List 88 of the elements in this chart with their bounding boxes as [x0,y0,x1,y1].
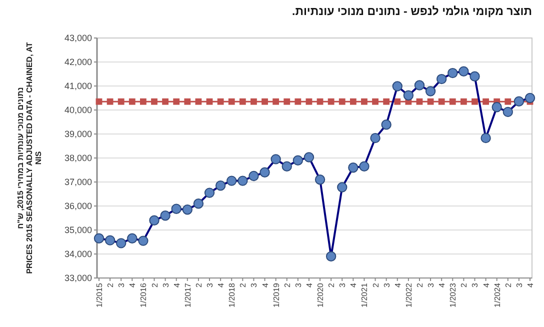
x-tick-label: 3 [161,282,170,288]
x-tick-label: 3 [250,282,259,288]
point [128,98,136,105]
point [151,98,158,105]
point [472,98,478,105]
point [173,98,180,105]
point [427,98,434,105]
point [228,98,235,105]
point [118,98,124,105]
x-tick-label: 1/2018 [228,282,237,308]
x-tick-label: 4 [526,282,535,288]
x-tick-label: 1/2016 [139,282,148,308]
x-tick-label: 4 [260,282,270,288]
point [504,98,512,105]
x-tick-label: 2 [282,282,292,288]
y-tick-label: 39,000 [64,129,92,139]
point [195,98,202,105]
point [162,98,169,105]
point [460,98,467,105]
point [394,98,401,105]
x-tick-label: 3 [294,282,303,288]
x-tick-label: 3 [426,282,436,288]
point [449,98,456,105]
point [383,98,390,105]
x-tick-label: 2 [150,282,160,288]
x-tick-label: 1/2024 [492,282,502,308]
x-tick-label: 4 [482,282,491,288]
point [106,98,114,105]
x-tick-label: 3 [117,282,126,288]
chart-title: תוצר מקומי גולמי לנפש - נתונים מנוכי עונתיות. [292,5,532,18]
point [438,98,445,105]
x-tick-label: 4 [128,282,138,288]
y-tick-label: 41,000 [64,81,92,91]
x-tick-label: 3 [514,282,524,288]
point [217,98,224,105]
x-tick-label: 2 [504,282,513,288]
x-tick-label: 2 [194,282,204,288]
point [306,98,312,105]
point [284,98,290,105]
point [184,98,191,105]
x-tick-label: 1/2022 [404,282,414,308]
x-tick-label: 3 [470,282,480,288]
x-tick-label: 4 [216,282,226,288]
x-tick-label: 3 [338,282,348,288]
y-tick-label: 35,000 [64,225,92,235]
x-tick-label: 4 [438,282,447,288]
x-tick-label: 4 [172,282,182,288]
x-tick-label: 2 [327,282,336,288]
x-tick-label: 2 [415,282,424,288]
point [416,98,423,105]
point [316,98,324,105]
point [262,98,268,105]
point [294,98,302,105]
y-tick-label: 43,000 [64,33,92,43]
point [250,98,257,105]
x-tick-label: 4 [304,282,314,288]
point [361,98,368,105]
y-tick-label: 42,000 [64,57,92,67]
x-tick-label: 4 [393,282,402,288]
x-tick-label: 2 [371,282,380,288]
x-tick-label: 1/2017 [183,282,192,308]
point [140,98,146,105]
point [372,98,378,105]
y-tick-label: 33,000 [64,273,92,283]
point [96,98,102,105]
y-tick-label: 38,000 [64,153,92,163]
y-tick-label: 36,000 [64,201,92,211]
x-tick-label: 3 [382,282,392,288]
point [206,98,213,105]
point [272,98,280,105]
point [338,98,346,105]
x-tick-label: 2 [106,282,116,288]
x-tick-label: 4 [349,282,358,288]
y-tick-label: 37,000 [64,177,92,187]
x-tick-label: 2 [238,282,248,288]
y-tick-label: 40,000 [64,105,92,115]
x-tick-label: 1/2019 [272,282,281,308]
point [328,98,334,105]
x-tick-label: 1/2015 [95,282,104,308]
x-tick-label: 1/2023 [448,282,458,308]
x-tick-label: 1/2020 [316,282,326,308]
x-tick-label: 2 [460,282,469,288]
point [350,98,356,105]
point [239,98,246,105]
x-tick-label: 1/2021 [360,282,370,308]
y-tick-label: 34,000 [64,249,92,259]
x-tick-label: 3 [206,282,215,288]
point [482,98,489,105]
